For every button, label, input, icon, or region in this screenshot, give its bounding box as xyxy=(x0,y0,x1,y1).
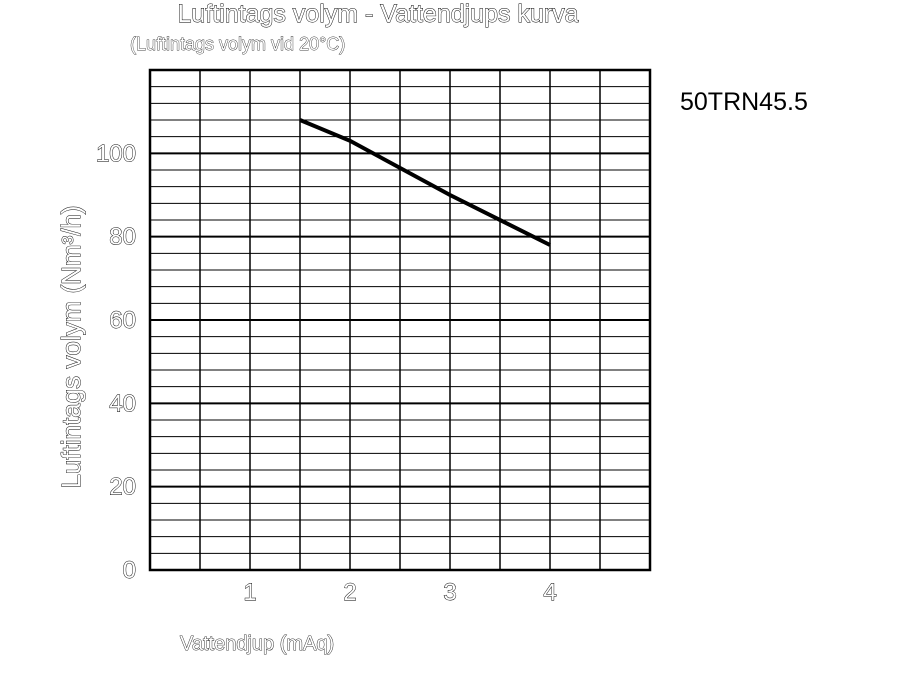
chart-subtitle: (Luftintags volym vid 20°C) xyxy=(130,34,345,54)
y-tick-labels: 0 20 40 60 80 100 xyxy=(96,140,137,585)
y-tick-label: 40 xyxy=(109,390,136,417)
grid xyxy=(150,70,650,570)
x-tick-label: 3 xyxy=(443,579,456,606)
y-tick-label: 60 xyxy=(109,307,136,334)
x-tick-label: 2 xyxy=(343,579,356,606)
x-axis-label: Vattendjup (mAq) xyxy=(180,633,334,655)
y-tick-label: 20 xyxy=(109,474,136,501)
y-axis-label: Luftintags volym (Nm³/h) xyxy=(56,205,86,488)
plot-frame xyxy=(148,68,652,572)
x-tick-label: 1 xyxy=(243,579,256,606)
y-tick-label: 80 xyxy=(109,224,136,251)
series-line xyxy=(299,118,551,247)
series-layer xyxy=(299,118,551,247)
x-tick-label: 4 xyxy=(543,579,556,606)
x-tick-labels: 1 2 3 4 xyxy=(243,579,557,607)
y-tick-label: 100 xyxy=(96,140,136,167)
model-label: 50TRN45.5 xyxy=(680,88,808,116)
chart-title: Luftintags volym - Vattendjups kurva xyxy=(177,0,578,28)
y-tick-label: 0 xyxy=(123,557,136,584)
